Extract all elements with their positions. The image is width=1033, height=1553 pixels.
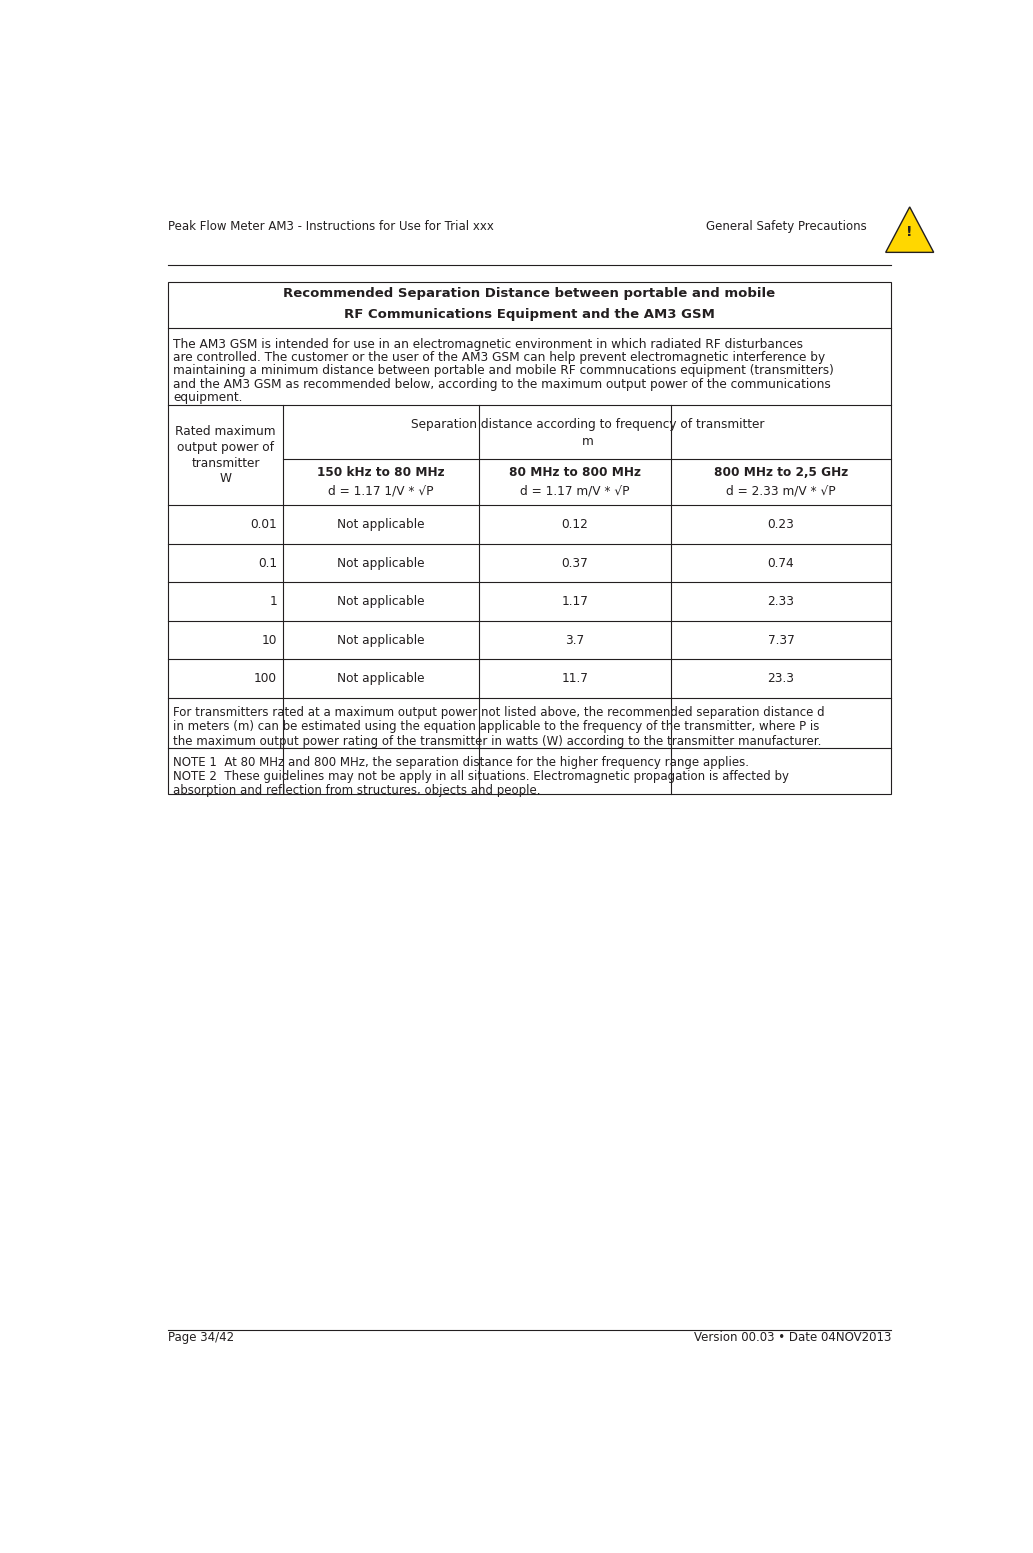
Text: are controlled. The customer or the user of the AM3 GSM can help prevent electro: are controlled. The customer or the user… — [174, 351, 825, 363]
Text: 23.3: 23.3 — [768, 672, 794, 685]
Text: 80 MHz to 800 MHz: 80 MHz to 800 MHz — [508, 466, 640, 480]
Text: Recommended Separation Distance between portable and mobile: Recommended Separation Distance between … — [283, 287, 776, 300]
Text: 10: 10 — [261, 634, 277, 646]
Text: RF Communications Equipment and the AM3 GSM: RF Communications Equipment and the AM3 … — [344, 307, 715, 321]
Text: 100: 100 — [254, 672, 277, 685]
Text: !: ! — [906, 225, 913, 239]
Polygon shape — [885, 207, 934, 253]
Text: 0.1: 0.1 — [258, 556, 277, 570]
Text: NOTE 2  These guidelines may not be apply in all situations. Electromagnetic pro: NOTE 2 These guidelines may not be apply… — [174, 770, 789, 783]
Text: The AM3 GSM is intended for use in an electromagnetic environment in which radia: The AM3 GSM is intended for use in an el… — [174, 339, 803, 351]
Text: 11.7: 11.7 — [561, 672, 588, 685]
Text: maintaining a minimum distance between portable and mobile RF commnucations equi: maintaining a minimum distance between p… — [174, 365, 834, 377]
Text: in meters (m) can be estimated using the equation applicable to the frequency of: in meters (m) can be estimated using the… — [174, 721, 819, 733]
Text: 150 kHz to 80 MHz: 150 kHz to 80 MHz — [317, 466, 445, 480]
Text: equipment.: equipment. — [174, 391, 243, 404]
Text: transmitter: transmitter — [191, 457, 259, 469]
Text: W: W — [219, 472, 231, 485]
Text: Not applicable: Not applicable — [338, 634, 425, 646]
Text: the maximum output power rating of the transmitter in watts (W) according to the: the maximum output power rating of the t… — [174, 735, 821, 749]
Text: 0.23: 0.23 — [768, 519, 794, 531]
Text: 0.12: 0.12 — [561, 519, 588, 531]
Text: Separation distance according to frequency of transmitter: Separation distance according to frequen… — [411, 418, 764, 432]
Text: output power of: output power of — [177, 441, 274, 453]
Text: Not applicable: Not applicable — [338, 672, 425, 685]
Text: Peak Flow Meter AM3 - Instructions for Use for Trial xxx: Peak Flow Meter AM3 - Instructions for U… — [167, 221, 494, 233]
Text: d = 1.17 m/V * √P: d = 1.17 m/V * √P — [520, 485, 629, 497]
Bar — [167, 283, 891, 794]
Text: 0.74: 0.74 — [768, 556, 794, 570]
Text: Not applicable: Not applicable — [338, 556, 425, 570]
Text: 7.37: 7.37 — [768, 634, 794, 646]
Text: absorption and reflection from structures, objects and people.: absorption and reflection from structure… — [174, 784, 540, 797]
Text: d = 1.17 1/V * √P: d = 1.17 1/V * √P — [328, 485, 434, 497]
Text: d = 2.33 m/V * √P: d = 2.33 m/V * √P — [726, 485, 836, 497]
Text: 1.17: 1.17 — [561, 595, 588, 609]
Text: Not applicable: Not applicable — [338, 519, 425, 531]
Text: and the AM3 GSM as recommended below, according to the maximum output power of t: and the AM3 GSM as recommended below, ac… — [174, 377, 831, 391]
Text: 0.01: 0.01 — [250, 519, 277, 531]
Text: 1: 1 — [270, 595, 277, 609]
Text: Rated maximum: Rated maximum — [176, 426, 276, 438]
Text: General Safety Precautions: General Safety Precautions — [706, 221, 867, 233]
Text: 3.7: 3.7 — [565, 634, 585, 646]
Text: 0.37: 0.37 — [561, 556, 588, 570]
Text: Version 00.03 • Date 04NOV2013: Version 00.03 • Date 04NOV2013 — [694, 1331, 891, 1343]
Text: For transmitters rated at a maximum output power not listed above, the recommend: For transmitters rated at a maximum outp… — [174, 707, 824, 719]
Text: 800 MHz to 2,5 GHz: 800 MHz to 2,5 GHz — [714, 466, 848, 480]
Text: Page 34/42: Page 34/42 — [167, 1331, 233, 1343]
Text: 2.33: 2.33 — [768, 595, 794, 609]
Text: m: m — [582, 435, 593, 449]
Text: NOTE 1  At 80 MHz and 800 MHz, the separation distance for the higher frequency : NOTE 1 At 80 MHz and 800 MHz, the separa… — [174, 756, 749, 769]
Text: Not applicable: Not applicable — [338, 595, 425, 609]
